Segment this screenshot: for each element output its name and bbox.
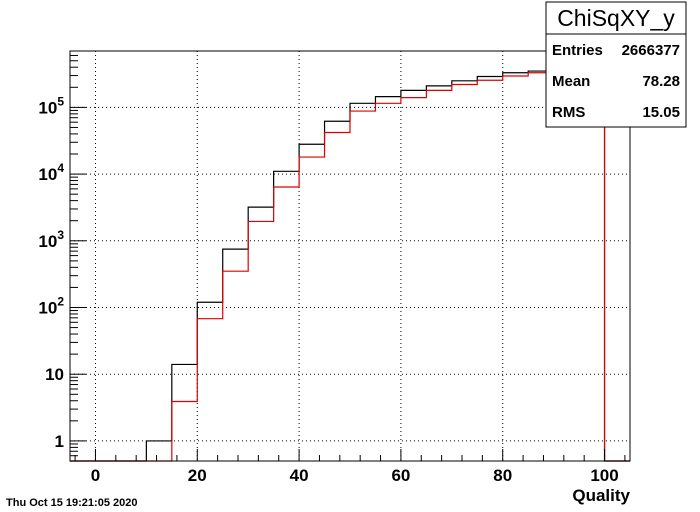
x-tick-label-0: 0 (91, 466, 100, 485)
stats-mean-value: 78.28 (642, 73, 680, 90)
stats-box: ChiSqXY_y Entries 2666377 Mean 78.28 RMS… (545, 1, 687, 128)
x-axis-title: Quality (572, 486, 630, 505)
x-tick-label-5: 100 (590, 466, 618, 485)
x-tick-label-4: 80 (493, 466, 512, 485)
y-tick-label-5: 105 (38, 94, 64, 117)
stats-mean-label: Mean (552, 73, 590, 90)
y-tick-label-0: 1 (55, 432, 64, 451)
x-tick-label-3: 60 (391, 466, 410, 485)
y-tick-label-3: 103 (38, 228, 64, 251)
stats-box-frame (545, 1, 687, 128)
stats-rms-label: RMS (552, 104, 585, 121)
y-tick-label-2: 102 (38, 295, 64, 318)
tick-labels: 0 20 40 60 80 100 1 10 102 103 104 105 (38, 94, 618, 485)
y-tick-label-4: 104 (38, 161, 64, 184)
stats-entries-value: 2666377 (622, 42, 680, 59)
y-tick-label-1: 10 (45, 365, 64, 384)
x-tick-label-2: 40 (290, 466, 309, 485)
stats-title: ChiSqXY_y (557, 5, 675, 31)
histogram-series-0 (70, 70, 630, 462)
stats-entries-label: Entries (552, 42, 603, 59)
axis-ticks (70, 50, 626, 462)
stats-rms-value: 15.05 (642, 104, 680, 121)
x-tick-label-1: 20 (188, 466, 207, 485)
timestamp-footer: Thu Oct 15 19:21:05 2020 (6, 497, 137, 509)
